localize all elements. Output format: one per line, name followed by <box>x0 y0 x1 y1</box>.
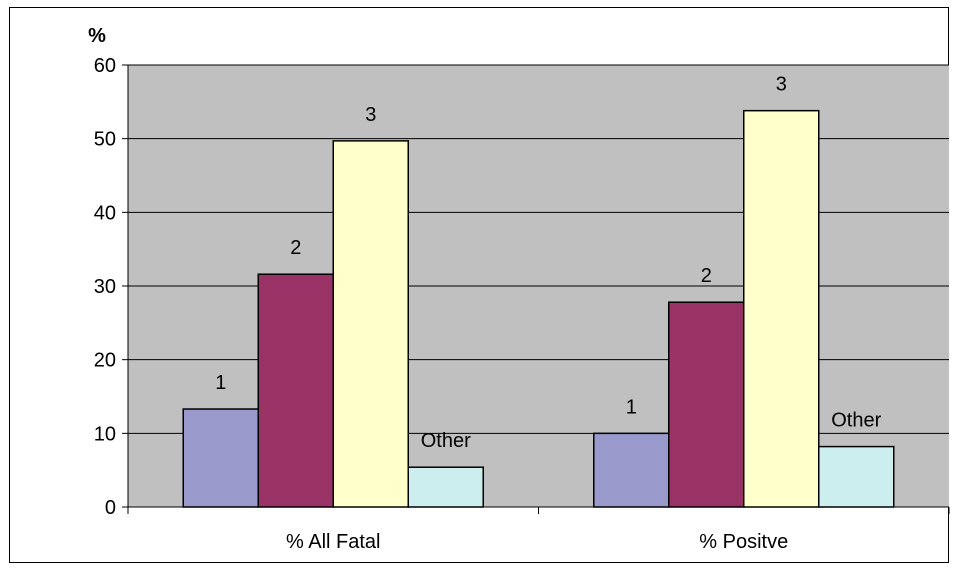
bar-1-1 <box>182 408 259 508</box>
bar-data-label: Other <box>421 430 471 452</box>
bar-3-1 <box>332 140 409 508</box>
x-category-label: % Positve <box>699 531 788 553</box>
bar-data-label: 3 <box>365 104 376 126</box>
y-tick-label: 60 <box>94 55 116 77</box>
bar-data-label: 2 <box>290 237 301 259</box>
bar-4-1 <box>407 466 484 508</box>
x-category-label: % All Fatal <box>286 531 380 553</box>
bar-2-1 <box>257 273 334 508</box>
y-tick-label: 50 <box>94 129 116 151</box>
y-tick-label: 10 <box>94 423 116 445</box>
y-axis-unit-label: % <box>88 25 106 47</box>
bar-data-label: Other <box>831 410 881 432</box>
y-tick-label: 20 <box>94 350 116 372</box>
bar-4-2 <box>818 445 895 508</box>
y-tick-label: 0 <box>105 497 116 519</box>
y-tick-label: 30 <box>94 276 116 298</box>
bar-data-label: 3 <box>776 74 787 96</box>
bar-2-2 <box>668 301 745 508</box>
y-tick-label: 40 <box>94 202 116 224</box>
bar-1-2 <box>593 432 670 508</box>
bar-3-2 <box>743 109 820 508</box>
bar-data-label: 1 <box>626 396 637 418</box>
bar-data-label: 1 <box>215 372 226 394</box>
bar-data-label: 2 <box>701 265 712 287</box>
